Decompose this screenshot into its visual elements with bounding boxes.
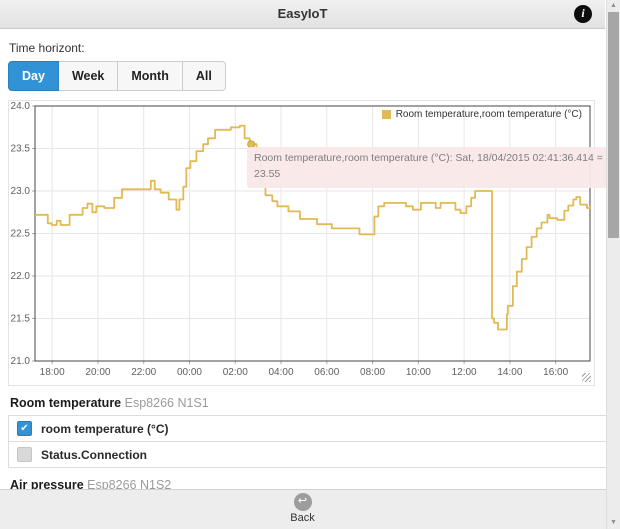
svg-text:04:00: 04:00 xyxy=(269,367,294,378)
svg-text:20:00: 20:00 xyxy=(85,367,110,378)
back-button[interactable]: ↩ Back xyxy=(268,493,338,524)
back-icon: ↩ xyxy=(293,493,312,511)
section-device: Esp8266 N1S1 xyxy=(124,396,209,410)
chart-resize-handle-icon[interactable] xyxy=(582,373,591,382)
svg-text:10:00: 10:00 xyxy=(406,367,431,378)
svg-text:22.5: 22.5 xyxy=(11,229,31,240)
channel-row-room-temperature[interactable]: ✔ room temperature (°C) xyxy=(9,416,612,441)
svg-text:22.0: 22.0 xyxy=(11,271,31,282)
channel-label: room temperature (°C) xyxy=(41,421,169,436)
svg-text:23.5: 23.5 xyxy=(11,144,31,155)
svg-text:00:00: 00:00 xyxy=(177,367,202,378)
svg-text:16:00: 16:00 xyxy=(543,367,568,378)
check-icon: ✔ xyxy=(20,422,29,434)
vertical-scrollbar[interactable]: ▲ ▼ xyxy=(606,0,620,529)
tab-day[interactable]: Day xyxy=(8,61,59,91)
legend-label: Room temperature,room temperature (°C) xyxy=(395,109,582,120)
svg-text:24.0: 24.0 xyxy=(11,101,31,112)
svg-text:21.5: 21.5 xyxy=(11,314,31,325)
svg-text:23.0: 23.0 xyxy=(11,186,31,197)
svg-text:18:00: 18:00 xyxy=(40,367,65,378)
svg-text:08:00: 08:00 xyxy=(360,367,385,378)
temperature-chart[interactable]: 21.0 21.5 22.0 22.5 23.0 23.5 24.0 18:00 20:00 22… xyxy=(9,101,594,385)
info-icon[interactable]: i xyxy=(574,5,592,23)
svg-text:22:00: 22:00 xyxy=(131,367,156,378)
time-horizon-button-group: Day Week Month All xyxy=(8,61,226,91)
back-label: Back xyxy=(290,512,315,524)
svg-text:21.0: 21.0 xyxy=(11,356,31,367)
footer-bar: ↩ Back xyxy=(0,489,620,529)
app-title: EasyIoT xyxy=(277,6,328,21)
section-device: Esp8266 N1S2 xyxy=(87,478,172,492)
section-title: Room temperature xyxy=(10,396,122,410)
section-air-pressure: Air pressure Esp8266 N1S2 xyxy=(10,478,620,493)
chart-card: 21.0 21.5 22.0 22.5 23.0 23.5 24.0 18:00 20:00 22… xyxy=(8,100,613,386)
scroll-up-arrow-icon[interactable]: ▲ xyxy=(610,2,617,9)
tab-month[interactable]: Month xyxy=(118,61,183,91)
svg-text:12:00: 12:00 xyxy=(452,367,477,378)
tab-all[interactable]: All xyxy=(182,61,226,91)
section-room-temperature: Room temperature Esp8266 N1S1 xyxy=(10,396,620,411)
section-title: Air pressure xyxy=(10,478,84,492)
channel-row-status-connection[interactable]: Status.Connection xyxy=(9,441,612,467)
time-horizon-label: Time horizont: xyxy=(9,41,85,55)
svg-text:14:00: 14:00 xyxy=(497,367,522,378)
app-header: EasyIoT i xyxy=(0,0,605,29)
legend-swatch-icon xyxy=(381,110,391,119)
legend-item[interactable]: Room temperature,room temperature (°C) xyxy=(381,109,582,120)
scrollbar-thumb[interactable] xyxy=(608,12,619,238)
scroll-down-arrow-icon[interactable]: ▼ xyxy=(610,519,617,526)
checkbox-status-connection-unchecked[interactable] xyxy=(17,447,32,462)
svg-text:02:00: 02:00 xyxy=(223,367,248,378)
channel-label: Status.Connection xyxy=(41,447,148,462)
tab-week[interactable]: Week xyxy=(58,61,119,91)
svg-text:06:00: 06:00 xyxy=(314,367,339,378)
checkbox-room-temperature-checked[interactable]: ✔ xyxy=(17,421,32,436)
channel-list: ✔ room temperature (°C) Status.Connectio… xyxy=(8,415,613,468)
